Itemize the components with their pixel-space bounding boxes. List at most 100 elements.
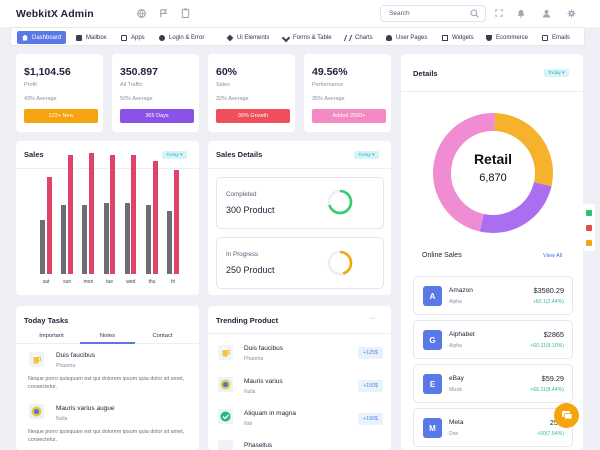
- stat-value: 350.897: [120, 66, 158, 78]
- company-badge: E: [423, 374, 442, 394]
- nav-label: Login & Error: [169, 34, 205, 41]
- completed-value: 300 Product: [226, 205, 275, 215]
- stat-value: $1,104.56: [24, 66, 71, 78]
- stat-button[interactable]: Added 2560+: [312, 109, 386, 123]
- company-sub: Alpha: [449, 299, 462, 305]
- stat-label: Sales: [216, 82, 230, 88]
- nav-item-charts[interactable]: Charts: [343, 31, 373, 44]
- top-header: WebkitX Admin Search: [0, 0, 600, 27]
- nav-label: Charts: [355, 34, 373, 41]
- nav-item-ecommerce[interactable]: Ecommerce: [486, 31, 528, 44]
- product-title: Duis faucibus: [244, 345, 284, 352]
- product-icon: [218, 440, 233, 450]
- company-change: +66.11(8.44%): [530, 387, 564, 393]
- today-tasks-card: Today Tasks: [16, 306, 199, 450]
- in-progress-ring: [327, 250, 353, 276]
- color-icon[interactable]: [586, 240, 592, 246]
- stat-average: 43% Average: [24, 96, 57, 102]
- search-box[interactable]: Search: [380, 5, 486, 22]
- company-change: +60.1(2.44%): [532, 299, 564, 305]
- tab-important[interactable]: Important: [39, 333, 64, 339]
- chart-icon: [343, 34, 353, 41]
- online-sale-item[interactable]: G Alphabet Alpha $2865 +60.11(9.10%): [413, 320, 573, 359]
- stat-label: All Traffic: [120, 82, 143, 88]
- theme-icon[interactable]: [586, 210, 592, 216]
- details-filter-dropdown[interactable]: Today ▾: [544, 69, 569, 77]
- search-input[interactable]: Search: [389, 10, 410, 17]
- globe-icon[interactable]: [135, 7, 147, 19]
- sales-bar: [46, 176, 52, 274]
- nav-item-apps[interactable]: Apps: [121, 31, 145, 44]
- product-subtitle: Pharetra: [244, 356, 264, 362]
- sales-bar: [88, 152, 94, 274]
- trending-product-card: Trending Product ···: [208, 306, 391, 450]
- nav-item-widgets[interactable]: Widgets: [442, 31, 474, 44]
- clipboard-icon[interactable]: [179, 7, 191, 19]
- nav-item-emails[interactable]: Emails: [542, 31, 570, 44]
- company-badge: G: [423, 330, 442, 350]
- filter-label: Today: [548, 70, 561, 76]
- sales-details-title: Sales Details: [216, 150, 263, 159]
- nav-item-user-pages[interactable]: User Pages: [386, 31, 427, 44]
- company-sub: Mizuk: [449, 387, 463, 393]
- chat-icon: [561, 411, 572, 420]
- card-divider: [208, 333, 391, 334]
- company-change: +50(7.54%): [537, 431, 564, 437]
- nav-label: Dashboard: [32, 34, 62, 41]
- widget-icon: [442, 34, 448, 41]
- notification-bell-icon[interactable]: [515, 7, 527, 19]
- user-profile-icon[interactable]: [540, 7, 552, 19]
- stat-card-sales: 60% Sales 32% Average 39% Growth: [208, 54, 295, 132]
- card-divider: [401, 91, 583, 92]
- fullscreen-icon[interactable]: [493, 7, 505, 19]
- card-divider: [16, 168, 199, 169]
- in-progress-label: In Progress: [226, 251, 259, 258]
- sales-bar: [131, 154, 137, 274]
- day-label: thu: [148, 279, 156, 285]
- stat-label: Performance: [312, 82, 344, 88]
- sales-bar: [61, 204, 67, 274]
- details-title: Details: [413, 69, 438, 78]
- company-name: Meta: [449, 419, 464, 426]
- tab-contact[interactable]: Contact: [152, 333, 173, 339]
- mail-icon: [76, 34, 82, 41]
- task-subtitle: Pharetra: [56, 363, 76, 369]
- search-icon[interactable]: [470, 9, 479, 18]
- sales-details-filter-dropdown[interactable]: Today ▾: [354, 151, 379, 159]
- completed-progress-ring: [327, 189, 353, 215]
- nav-label: User Pages: [396, 34, 428, 41]
- company-badge: M: [423, 418, 442, 438]
- product-price-badge: +125$: [358, 347, 383, 359]
- product-subtitle: Nulla: [244, 389, 256, 395]
- chat-fab-button[interactable]: [554, 403, 579, 428]
- online-sale-item[interactable]: E eBay Mizuk $59.29 +66.11(8.44%): [413, 364, 573, 403]
- product-title: Aliquam in magna: [244, 410, 297, 417]
- sales-filter-dropdown[interactable]: Today ▾: [162, 151, 187, 159]
- main-nav-bar: Dashboard Mailbox Apps Login & Error Ui …: [10, 27, 585, 46]
- donut-segment: [479, 181, 552, 233]
- brand-title: WebkitX Admin: [16, 8, 94, 20]
- stat-button[interactable]: 39% Growth: [216, 109, 290, 123]
- nav-item-forms-table[interactable]: Forms & Table: [281, 31, 332, 44]
- details-donut-chart: Retail 6,870: [433, 113, 553, 233]
- tab-notes[interactable]: Notes: [99, 333, 116, 339]
- stat-button[interactable]: 365 Days: [120, 109, 194, 123]
- online-sale-item[interactable]: M Meta Doe 257. +50(7.54%): [413, 408, 573, 447]
- flag-icon[interactable]: [157, 7, 169, 19]
- stat-button[interactable]: 123+ New: [24, 109, 98, 123]
- online-sale-item[interactable]: A Amazon Alpha $3580.29 +60.1(2.44%): [413, 276, 573, 315]
- day-label: sun: [63, 279, 72, 285]
- company-name: Amazon: [449, 287, 473, 294]
- settings-gear-icon[interactable]: [565, 7, 577, 19]
- nav-item-dashboard[interactable]: Dashboard: [17, 31, 67, 44]
- nav-item-mailbox[interactable]: Mailbox: [76, 31, 107, 44]
- nav-label: Widgets: [452, 34, 474, 41]
- completed-box: Completed 300 Product: [216, 177, 384, 229]
- nav-item-ui-elements[interactable]: Ui Elements: [226, 31, 269, 44]
- layout-icon[interactable]: [586, 225, 592, 231]
- sales-bar: [152, 161, 158, 274]
- view-all-link[interactable]: View All: [543, 253, 563, 259]
- more-options-icon[interactable]: ···: [369, 315, 376, 322]
- product-price-badge: +150$: [358, 380, 383, 392]
- nav-item-login-error[interactable]: Login & Error: [159, 31, 204, 44]
